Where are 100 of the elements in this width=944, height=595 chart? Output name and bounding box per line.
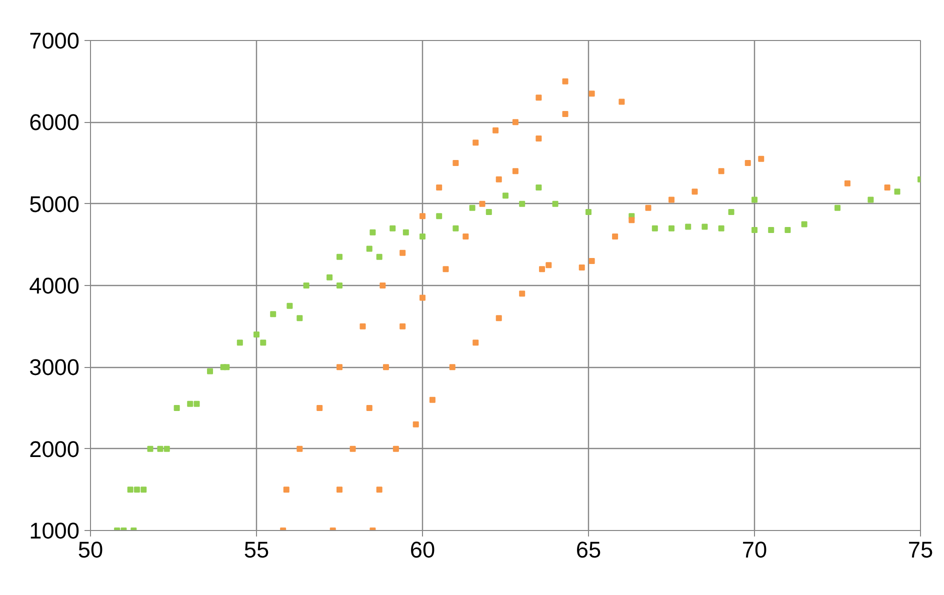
point <box>420 234 426 240</box>
point <box>844 180 850 186</box>
point <box>744 160 751 166</box>
point <box>502 192 508 199</box>
x-tick-label: 75 <box>908 536 934 562</box>
point <box>376 254 382 260</box>
point <box>400 323 406 330</box>
point <box>350 446 356 452</box>
point <box>801 221 808 228</box>
point <box>728 209 734 215</box>
point <box>752 196 758 203</box>
point <box>496 315 502 322</box>
point <box>187 400 194 407</box>
point <box>552 200 558 207</box>
point <box>668 196 674 203</box>
y-tick-label: 1000 <box>29 518 80 544</box>
point <box>392 446 399 452</box>
x-tick-label: 50 <box>78 536 104 562</box>
point <box>360 323 366 330</box>
point <box>718 168 724 174</box>
point <box>157 446 164 452</box>
point <box>254 332 260 338</box>
point <box>652 225 658 232</box>
point <box>562 111 568 117</box>
point <box>512 168 518 174</box>
y-tick-label: 3000 <box>29 354 80 380</box>
point <box>685 224 692 230</box>
point <box>486 209 492 215</box>
point <box>884 184 890 190</box>
point <box>519 290 526 297</box>
point <box>519 200 526 207</box>
point <box>562 78 568 84</box>
point <box>436 213 442 220</box>
point <box>283 486 290 493</box>
point <box>834 204 840 211</box>
point <box>402 229 409 236</box>
point <box>429 396 436 403</box>
point <box>512 119 518 126</box>
point <box>390 225 396 232</box>
point <box>376 486 382 493</box>
point <box>868 196 874 203</box>
point <box>147 446 154 452</box>
point <box>768 226 774 233</box>
point <box>380 282 386 288</box>
point <box>479 200 486 207</box>
point <box>784 226 791 233</box>
point <box>336 254 342 260</box>
point <box>536 136 542 142</box>
y-tick-label: 7000 <box>29 28 80 54</box>
x-tick-label: 65 <box>576 536 602 562</box>
point <box>236 340 243 346</box>
point <box>174 405 180 411</box>
point <box>400 250 406 256</box>
point <box>260 340 266 346</box>
y-tick-label: 4000 <box>29 272 80 298</box>
point <box>645 204 652 211</box>
point <box>618 98 625 105</box>
point <box>140 486 147 493</box>
point <box>326 274 333 280</box>
point <box>752 226 758 233</box>
point <box>442 266 449 272</box>
point <box>336 486 342 493</box>
point <box>296 315 303 322</box>
y-tick-label: 5000 <box>29 190 80 217</box>
point <box>420 213 426 220</box>
y-tick-label: 2000 <box>29 436 80 462</box>
point <box>462 234 469 240</box>
point <box>449 364 456 370</box>
point <box>469 204 476 211</box>
point <box>412 421 419 428</box>
point <box>668 225 674 232</box>
point <box>588 258 595 264</box>
point <box>539 266 546 272</box>
point <box>436 184 442 190</box>
point <box>134 486 140 493</box>
point <box>452 225 459 232</box>
point <box>370 229 376 236</box>
point <box>336 364 342 370</box>
point <box>536 94 542 101</box>
point <box>316 405 323 411</box>
point <box>578 264 585 271</box>
point <box>194 400 200 407</box>
x-tick-label: 70 <box>742 536 768 562</box>
point <box>472 340 479 346</box>
point <box>588 90 595 97</box>
point <box>758 156 764 162</box>
point <box>207 368 214 374</box>
point <box>586 209 592 215</box>
y-tick-label: 6000 <box>29 109 80 136</box>
point <box>286 302 293 309</box>
point <box>420 294 426 301</box>
point <box>296 446 303 452</box>
point <box>224 364 230 370</box>
point <box>546 262 552 268</box>
point <box>894 188 900 195</box>
point <box>127 486 134 493</box>
point <box>472 140 479 146</box>
point <box>366 246 372 252</box>
point <box>452 160 459 166</box>
point <box>702 224 708 230</box>
